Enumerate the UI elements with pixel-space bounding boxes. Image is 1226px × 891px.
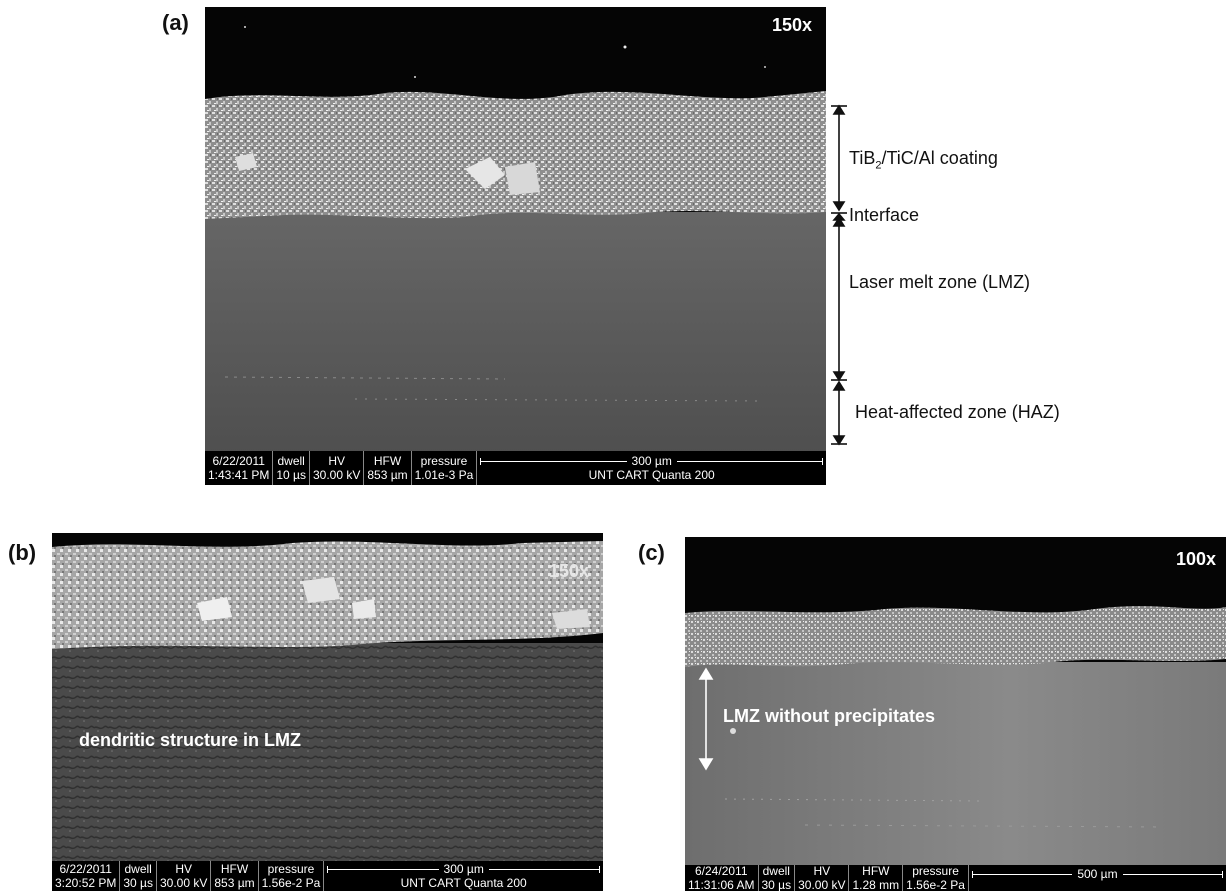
infobar-hv: HV 30.00 kV (310, 451, 365, 485)
hfw-label: HFW (220, 862, 249, 876)
scale-bar: 300 µm (327, 862, 601, 876)
panel-c-image (685, 537, 1226, 891)
pressure-value: 1.56e-2 Pa (261, 876, 321, 890)
pressure-value: 1.01e-3 Pa (414, 468, 474, 482)
panel-c-infobar: 6/24/2011 11:31:06 AM dwell 30 µs HV 30.… (685, 864, 1226, 891)
dwell-label: dwell (277, 454, 305, 468)
pressure-label: pressure (912, 864, 959, 878)
dwell-label: dwell (124, 862, 152, 876)
panel-a-magnification: 150x (771, 15, 812, 35)
scale-label: 300 µm (631, 454, 672, 468)
hfw-label: HFW (862, 864, 890, 878)
hv-label: HV (328, 454, 345, 468)
pressure-label: pressure (267, 862, 315, 876)
panel-a-micrograph: 150x 6/22/2011 1:43:41 PM dwell 10 µs HV… (205, 7, 826, 485)
infobar-date: 6/22/2011 (212, 454, 265, 468)
panel-b-overlay: dendritic structure in LMZ (79, 730, 302, 750)
scale-label: 300 µm (443, 862, 484, 876)
infobar-pressure: pressure 1.56e-2 Pa (259, 861, 325, 891)
panel-b-infobar: 6/22/2011 3:20:52 PM dwell 30 µs HV 30.0… (52, 861, 603, 891)
infobar-hv: HV 30.00 kV (795, 864, 850, 891)
infobar-hfw: HFW 1.28 mm (849, 864, 904, 891)
pressure-value: 1.56e-2 Pa (906, 878, 965, 891)
hv-value: 30.00 kV (312, 468, 361, 482)
panel-c-overlay: LMZ without precipitates (723, 706, 936, 726)
label-coating: TiB2/TiC/Al coating (849, 148, 998, 172)
panel-a-image (205, 7, 826, 485)
infobar-dwell: dwell 30 µs (759, 864, 796, 891)
infobar-date: 6/22/2011 (59, 862, 112, 876)
scale-label: 500 µm (1077, 867, 1118, 881)
panel-c-micrograph: 100x LMZ without precipitates 6/24/2011 … (685, 537, 1226, 891)
instrument-label: UNT CART Quanta 200 (588, 468, 715, 482)
panel-c-label: (c) (638, 540, 665, 565)
panel-b-magnification: 150x (548, 561, 589, 581)
infobar-datetime: 6/22/2011 3:20:52 PM (52, 861, 121, 891)
infobar-hfw: HFW 853 µm (211, 861, 259, 891)
dwell-value: 30 µs (761, 878, 792, 891)
panel-b-micrograph: 150x dendritic structure in LMZ 6/22/201… (52, 533, 603, 891)
infobar-scale: 300 µm UNT CART Quanta 200 (477, 451, 826, 485)
infobar-time: 1:43:41 PM (208, 468, 270, 482)
hfw-value: 853 µm (214, 876, 255, 890)
infobar-date: 6/24/2011 (695, 864, 748, 878)
dwell-value: 10 µs (276, 468, 306, 482)
infobar-pressure: pressure 1.01e-3 Pa (412, 451, 478, 485)
label-haz: Heat-affected zone (HAZ) (855, 402, 1060, 422)
scale-bar: 300 µm (480, 454, 824, 468)
dwell-value: 30 µs (123, 876, 153, 890)
infobar-time: 11:31:06 AM (688, 878, 755, 891)
infobar-dwell: dwell 10 µs (273, 451, 310, 485)
hv-label: HV (813, 864, 831, 878)
infobar-datetime: 6/24/2011 11:31:06 AM (685, 864, 759, 891)
label-lmz: Laser melt zone (LMZ) (849, 272, 1031, 292)
panel-a-label: (a) (162, 10, 189, 35)
instrument-label: UNT CART Quanta 200 (400, 876, 527, 890)
infobar-dwell: dwell 30 µs (120, 861, 157, 891)
infobar-hfw: HFW 853 µm (364, 451, 412, 485)
label-interface: Interface (849, 205, 920, 225)
coating-suffix: /TiC/Al coating (881, 148, 998, 168)
coating-subscript: 2 (875, 159, 882, 172)
hfw-value: 853 µm (367, 468, 408, 482)
hv-value: 30.00 kV (159, 876, 208, 890)
infobar-time: 3:20:52 PM (55, 876, 117, 890)
infobar-scale: 300 µm UNT CART Quanta 200 (324, 861, 603, 891)
hfw-label: HFW (373, 454, 402, 468)
panel-c-magnification: 100x (1175, 549, 1216, 569)
hfw-value: 1.28 mm (852, 878, 900, 891)
pressure-label: pressure (420, 454, 468, 468)
hv-value: 30.00 kV (798, 878, 846, 891)
dwell-label: dwell (762, 864, 790, 878)
panel-a-zone-arrows (831, 104, 847, 446)
hv-label: HV (175, 862, 192, 876)
coating-prefix: TiB (849, 148, 876, 168)
panel-a-infobar: 6/22/2011 1:43:41 PM dwell 10 µs HV 30.0… (205, 451, 826, 485)
panel-b-image (52, 533, 603, 891)
infobar-hv: HV 30.00 kV (157, 861, 212, 891)
scale-bar: 500 µm (971, 867, 1224, 881)
infobar-datetime: 6/22/2011 1:43:41 PM (205, 451, 274, 485)
infobar-scale: 500 µm (969, 865, 1226, 891)
infobar-pressure: pressure 1.56e-2 Pa (903, 864, 969, 891)
panel-b-label: (b) (8, 540, 37, 565)
